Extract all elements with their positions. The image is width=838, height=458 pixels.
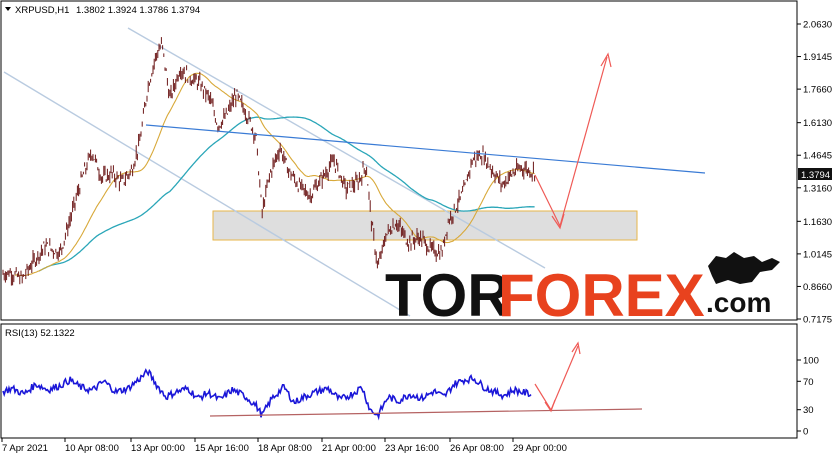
resistance-trendline [145, 124, 706, 174]
rsi-tick-label: 30 [803, 405, 814, 416]
time-tick-label: 26 Apr 08:00 [450, 443, 504, 454]
rsi-line [2, 368, 532, 421]
rsi-label: RSI(13) 52.1322 [5, 328, 75, 339]
ohlc-values: 1.3802 1.3924 1.3786 1.3794 [76, 5, 200, 16]
rsi-forecast-arrow [534, 341, 581, 413]
price-tick-label: 1.0145 [803, 249, 832, 260]
forecast-arrow [534, 52, 612, 230]
rsi-tick-label: 0 [803, 427, 808, 438]
time-axis: 7 Apr 2021 10 Apr 08:00 13 Apr 00:00 15 Apr… [1, 438, 567, 454]
moving-average-slow [38, 116, 535, 272]
channel-lower-line [3, 71, 411, 317]
price-tick-label: 0.8660 [803, 282, 832, 293]
rsi-panel-frame [0, 323, 798, 439]
price-axis: 2.0630 1.9145 1.7660 1.6130 1.4645 1.3160 1.16… [797, 20, 832, 326]
time-tick-label: 7 Apr 2021 [2, 443, 48, 454]
rsi-tick-label: 100 [803, 356, 819, 367]
current-price-label: 1.3794 [801, 170, 830, 181]
rsi-tick-label: 70 [803, 377, 814, 388]
price-tick-label: 1.7660 [803, 85, 832, 96]
symbol-dropdown-icon[interactable] [5, 7, 11, 11]
channel-upper-line [127, 27, 546, 269]
price-tick-label: 1.6130 [803, 118, 832, 129]
rsi-trendline [209, 408, 643, 417]
time-tick-label: 29 Apr 00:00 [513, 443, 567, 454]
time-tick-label: 15 Apr 16:00 [195, 443, 249, 454]
price-tick-label: 1.3160 [803, 183, 832, 194]
time-tick-label: 21 Apr 00:00 [322, 443, 376, 454]
price-tick-label: 1.1630 [803, 217, 832, 228]
current-price-tag [798, 168, 832, 180]
symbol-label: XRPUSD,H1 [15, 5, 69, 16]
time-tick-label: 13 Apr 00:00 [131, 443, 185, 454]
rsi-axis: 100 70 30 0 [797, 356, 819, 438]
watermark-forex: FOREX [498, 262, 705, 329]
price-tick-label: 1.9145 [803, 52, 832, 63]
main-chart-frame [0, 0, 798, 321]
price-tick-label: 1.4645 [803, 151, 832, 162]
price-candles [2, 37, 536, 286]
moving-average-fast [14, 72, 535, 277]
watermark-tor: TOR [385, 262, 511, 329]
time-tick-label: 10 Apr 08:00 [65, 443, 119, 454]
support-zone [212, 210, 638, 241]
watermark-com: .com [706, 287, 771, 318]
torforex-watermark: TOR FOREX .com [385, 252, 780, 329]
time-tick-label: 23 Apr 16:00 [385, 443, 439, 454]
time-tick-label: 18 Apr 08:00 [258, 443, 312, 454]
price-tick-label: 0.7175 [803, 315, 832, 326]
bull-logo-icon [708, 252, 780, 284]
price-tick-label: 2.0630 [803, 20, 832, 31]
